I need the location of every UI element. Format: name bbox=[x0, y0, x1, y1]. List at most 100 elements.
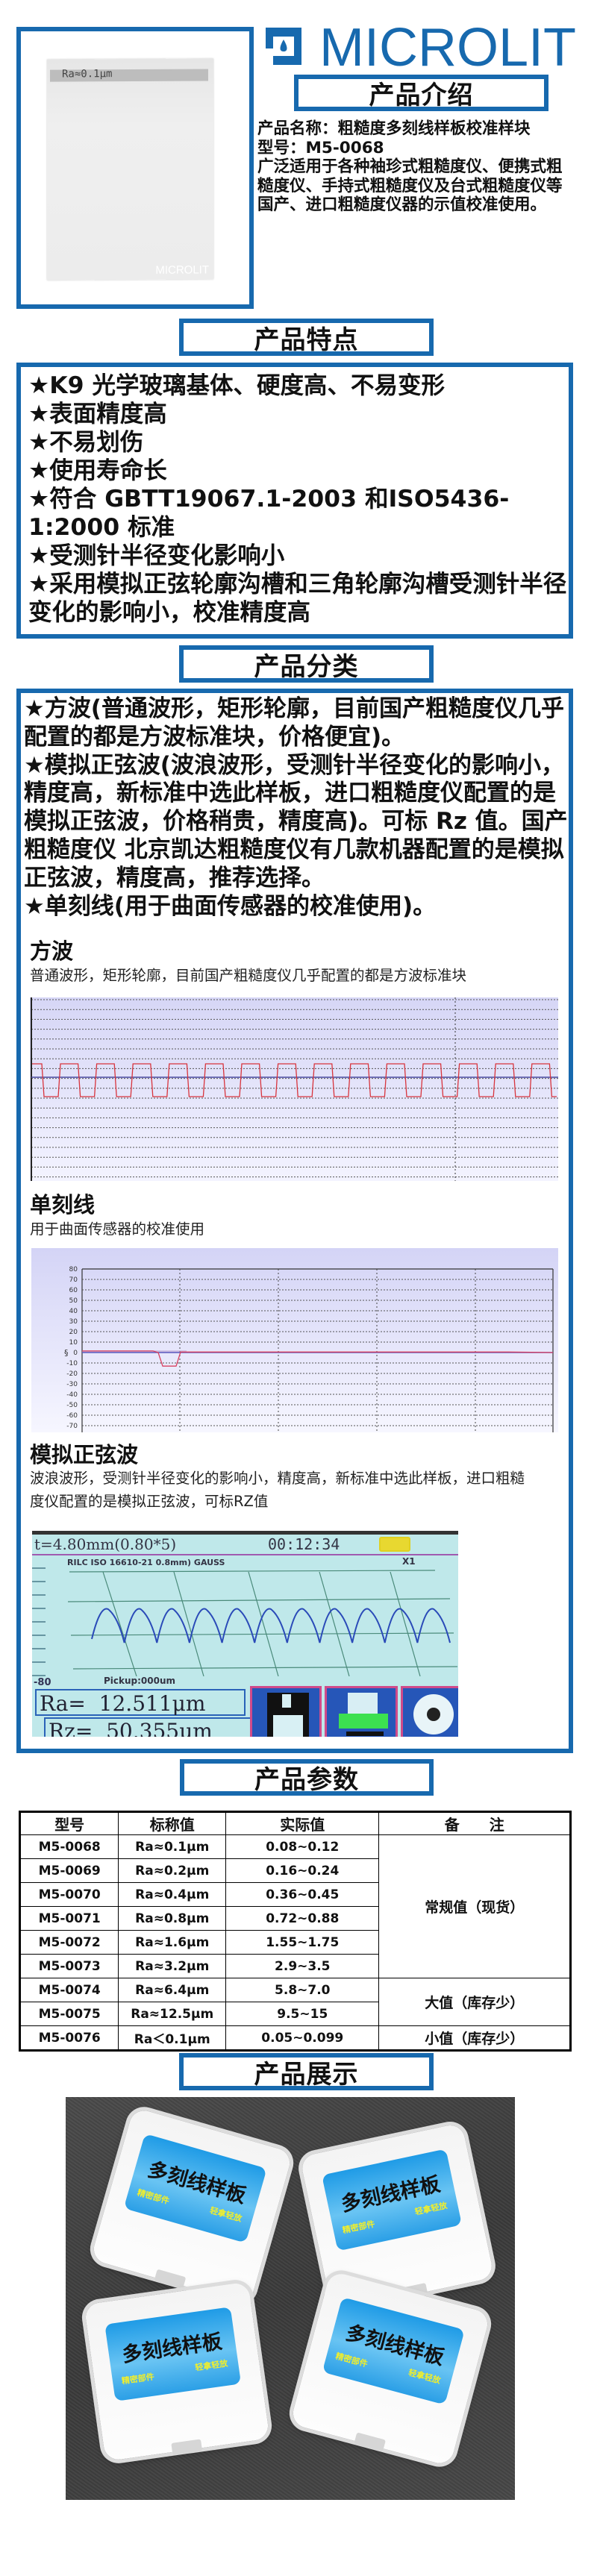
feature-item: ★K9 光学玻璃基体、硬度高、不易变形 bbox=[28, 372, 446, 399]
table-row: M5-0076 Ra＜0.1μm 0.05~0.099 小值（库存少） bbox=[19, 2025, 571, 2051]
table-header-cell: 标称值 bbox=[118, 1811, 227, 1835]
square-wave-text: 普通波形，矩形轮廓，目前国产粗糙度仪几乎配置的都是方波标准块 bbox=[30, 967, 467, 984]
y-tick-label: -10 bbox=[66, 1360, 78, 1367]
features-list: ★K9 光学玻璃基体、硬度高、不易变形 ★表面精度高 ★不易划伤 ★使用寿命长 ★符合 … bbox=[28, 372, 569, 627]
sample-case: 多刻线样板 精密部件 轻拿轻放 bbox=[290, 2270, 491, 2467]
y-tick-label: -40 bbox=[66, 1391, 78, 1399]
section-title-categories: 产品分类 bbox=[179, 645, 434, 683]
single-line-heading: 单刻线 bbox=[30, 1192, 96, 1218]
y-tick-label: 60 bbox=[69, 1287, 78, 1294]
product-description: 广泛适用于各种袖珍式粗糙度仪、便携式粗糙度仪、手持式粗糙度仪及台式粗糙度仪等国产… bbox=[257, 157, 563, 214]
gear-hub bbox=[427, 1708, 440, 1721]
square-wave-heading: 方波 bbox=[30, 938, 74, 964]
case-tag: 轻拿轻放 bbox=[413, 2200, 448, 2217]
settings-gear-icon[interactable] bbox=[401, 1686, 458, 1737]
cell-model: M5-0069 bbox=[19, 1858, 119, 1883]
y-tick-label: -70 bbox=[66, 1423, 78, 1430]
deviation-fill bbox=[82, 1350, 187, 1353]
y-axis-label: § bbox=[64, 1348, 69, 1358]
y-tick-label: 80 bbox=[69, 1266, 78, 1273]
screen-axis-min: -80 bbox=[34, 1677, 51, 1688]
table-header-row: 型号 标称值 实际值备 注 bbox=[19, 1811, 571, 1835]
cell-model: M5-0072 bbox=[19, 1930, 119, 1955]
section-title-showcase: 产品展示 bbox=[179, 2053, 434, 2090]
sample-case: 多刻线样板 精密部件 轻拿轻放 bbox=[90, 2107, 293, 2305]
cell-nominal: Ra≈3.2μm bbox=[118, 1954, 227, 1978]
section-title-features: 产品特点 bbox=[179, 319, 434, 356]
screen-ra-value: Ra= 12.511μm bbox=[35, 1689, 246, 1716]
save-icon-shutter bbox=[282, 1694, 291, 1708]
case-label: 多刻线样板 精密部件 轻拿轻放 bbox=[123, 2133, 267, 2243]
sample-case: 多刻线样板 精密部件 轻拿轻放 bbox=[84, 2281, 270, 2462]
print-icon[interactable] bbox=[325, 1686, 398, 1737]
screen-gridline bbox=[319, 1571, 350, 1676]
cell-actual: 1.55~1.75 bbox=[225, 1930, 380, 1955]
category-item: ★单刻线(用于曲面传感器的校准使用)。 bbox=[24, 892, 437, 920]
feature-item: ★表面精度高 bbox=[28, 401, 167, 427]
feature-item: ★受测针半径变化影响小 bbox=[28, 542, 285, 569]
screen-gridline bbox=[102, 1571, 137, 1676]
screen-gridline bbox=[390, 1571, 421, 1676]
screen-rz-value: Rz= 50.355μm bbox=[44, 1717, 254, 1737]
cell-model: M5-0074 bbox=[19, 1978, 119, 2002]
cell-nominal: Ra≈0.8μm bbox=[118, 1906, 227, 1931]
instrument-screen-photo: t=4.80mm(0.80*5) 00:12:34 RILC ISO 16610… bbox=[32, 1531, 458, 1737]
brand-name: MICROLIT bbox=[319, 18, 577, 78]
cell-model: M5-0068 bbox=[19, 1834, 119, 1859]
cell-remark: 常规值（现货） bbox=[378, 1834, 571, 1978]
feature-item: ★不易划伤 bbox=[28, 429, 144, 456]
single-line-text: 用于曲面传感器的校准使用 bbox=[30, 1220, 205, 1238]
y-tick-label: -20 bbox=[66, 1370, 78, 1378]
sine-wave-heading: 模拟正弦波 bbox=[30, 1442, 139, 1467]
y-tick-label: -30 bbox=[66, 1381, 78, 1388]
save-icon[interactable] bbox=[250, 1686, 322, 1737]
case-label: 多刻线样板 精密部件 轻拿轻放 bbox=[322, 2149, 463, 2251]
battery-icon bbox=[379, 1537, 410, 1552]
screen-gridline bbox=[69, 1570, 436, 1573]
sample-plate-label: Ra≈0.1μm bbox=[62, 68, 113, 81]
product-name: 产品名称：粗糙度多刻线样板校准样块 bbox=[257, 119, 531, 138]
params-table: 型号 标称值 实际值备 注 M5-0068 Ra≈0.1μm 0.08~0.12 常规值（… bbox=[19, 1811, 572, 2052]
categories-list: ★方波(普通波形，矩形轮廓，目前国产粗糙度仪几乎配置的都是方波标准块，价格便宜)… bbox=[24, 695, 570, 921]
cell-actual: 0.72~0.88 bbox=[225, 1906, 380, 1931]
screen-length: t=4.80mm(0.80*5) bbox=[34, 1535, 177, 1553]
cell-nominal: Ra＜0.1μm bbox=[118, 2025, 227, 2051]
section-title-intro: 产品介绍 bbox=[294, 75, 548, 111]
cell-nominal: Ra≈0.2μm bbox=[118, 1858, 227, 1883]
cell-remark: 大值（库存少） bbox=[378, 1978, 571, 2026]
table-header-cell: 备 注 bbox=[378, 1811, 571, 1835]
chart-background bbox=[31, 1248, 558, 1432]
table-row: M5-0068 Ra≈0.1μm 0.08~0.12 常规值（现货） bbox=[19, 1834, 571, 1978]
screen-pickup: Pickup:000um bbox=[104, 1676, 176, 1686]
y-tick-label: 0 bbox=[73, 1350, 78, 1357]
cell-model: M5-0070 bbox=[19, 1882, 119, 1907]
single-line-trace bbox=[82, 1350, 554, 1367]
brand-logo-icon bbox=[266, 28, 301, 65]
case-title: 多刻线样板 bbox=[145, 2157, 249, 2208]
feature-item: ★采用模拟正弦轮廓沟槽和三角轮廓沟槽受测针半径变化的影响小，校准精度高 bbox=[28, 571, 567, 626]
screen-gridline bbox=[173, 1571, 204, 1676]
table-row: M5-0074 Ra≈6.4μm 5.8~7.0 大值（库存少） bbox=[19, 1978, 571, 2026]
y-tick-label: 30 bbox=[69, 1318, 78, 1326]
cell-nominal: Ra≈12.5μm bbox=[118, 2002, 227, 2026]
cell-actual: 0.16~0.24 bbox=[225, 1858, 380, 1883]
table-header-cell: 型号 bbox=[19, 1811, 119, 1835]
screen-zoom: X1 bbox=[402, 1556, 416, 1567]
y-tick-label: 70 bbox=[69, 1276, 78, 1284]
y-tick-label: 10 bbox=[69, 1339, 78, 1347]
cell-nominal: Ra≈6.4μm bbox=[118, 1978, 227, 2002]
case-label: 多刻线样板 精密部件 轻拿轻放 bbox=[322, 2297, 465, 2405]
screen-time: 00:12:34 bbox=[268, 1535, 340, 1553]
cell-actual: 9.5~15 bbox=[225, 2002, 380, 2026]
y-tick-label: -50 bbox=[66, 1402, 78, 1409]
screen-divider bbox=[32, 1554, 458, 1555]
sample-photo-frame: Ra≈0.1μm MICROLIT bbox=[16, 27, 254, 309]
cell-nominal: Ra≈0.4μm bbox=[118, 1882, 227, 1907]
cell-nominal: Ra≈0.1μm bbox=[118, 1834, 227, 1859]
case-clip bbox=[171, 2439, 203, 2455]
table-header-cell: 实际值 bbox=[225, 1811, 380, 1835]
sine-wave-text: 波浪波形，受测针半径变化的影响小，精度高，新标准中选此样板，进口粗糙度仪配置的是… bbox=[30, 1470, 525, 1510]
table-row: M5-0070 Ra≈0.4μm 0.36~0.45 bbox=[19, 1882, 571, 1907]
features-frame bbox=[16, 363, 573, 639]
save-icon-label bbox=[273, 1715, 303, 1737]
